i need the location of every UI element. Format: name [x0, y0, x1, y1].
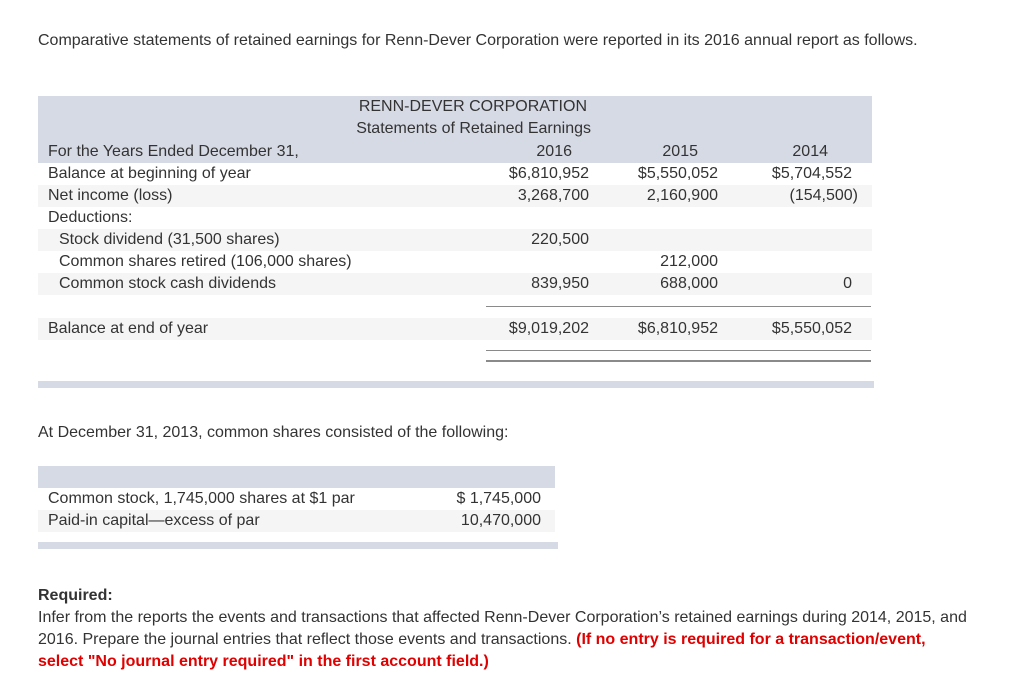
- cell-2015: 2,160,900: [646, 187, 718, 204]
- cell-2015: $5,550,052: [637, 165, 718, 182]
- row-label: Common stock cash dividends: [59, 275, 276, 292]
- table-row: Stock dividend (31,500 shares) 220,500: [38, 229, 872, 251]
- table-row: Deductions:: [38, 207, 872, 229]
- cell-2014: $5,550,052: [771, 320, 852, 337]
- statement-title: Statements of Retained Earnings: [356, 120, 591, 137]
- year-2014-header: 2014: [792, 143, 828, 160]
- ending-balance-section: Balance at end of year $9,019,202 $6,810…: [38, 318, 872, 340]
- cell-2015: $6,810,952: [637, 320, 718, 337]
- table-row: Common shares retired (106,000 shares) 2…: [38, 251, 872, 273]
- row-value: 10,470,000: [460, 512, 541, 529]
- shares-header: [38, 466, 555, 488]
- cell-2014: (154,500): [789, 187, 859, 204]
- row-label: Balance at end of year: [48, 320, 209, 337]
- cell-2016: $9,019,202: [508, 320, 589, 337]
- row-label: Common shares retired (106,000 shares): [59, 253, 352, 270]
- required-body: Infer from the reports the events and tr…: [38, 607, 968, 673]
- intro-paragraph: Comparative statements of retained earni…: [38, 32, 918, 49]
- row-value: $ 1,745,000: [456, 490, 541, 507]
- row-label: Paid-in capital—excess of par: [48, 512, 260, 529]
- ending-balance-row: Balance at end of year $9,019,202 $6,810…: [38, 318, 872, 340]
- year-2016-header: 2016: [536, 143, 572, 160]
- cell-2014: 0: [843, 275, 852, 292]
- cell-2016: 220,500: [531, 231, 589, 248]
- cell-2015: 212,000: [660, 253, 718, 270]
- year-2015-header: 2015: [662, 143, 698, 160]
- row-label: Deductions:: [48, 209, 133, 226]
- period-label: For the Years Ended December 31,: [48, 143, 299, 160]
- cell-2016: 3,268,700: [517, 187, 589, 204]
- row-label: Balance at beginning of year: [48, 165, 251, 182]
- company-name: RENN-DEVER CORPORATION: [358, 98, 587, 115]
- common-shares-table: Common stock, 1,745,000 shares at $1 par…: [38, 466, 555, 532]
- cell-2016: $6,810,952: [508, 165, 589, 182]
- row-label: Net income (loss): [48, 187, 173, 204]
- row-label: Common stock, 1,745,000 shares at $1 par: [48, 490, 355, 507]
- cell-2015: 688,000: [660, 275, 718, 292]
- double-rule-top: [486, 350, 871, 351]
- statement-footer-bar: [38, 381, 874, 388]
- double-rule-bottom: [486, 360, 871, 362]
- subtotal-rule: [486, 306, 871, 307]
- table-row: Net income (loss) 3,268,700 2,160,900 (1…: [38, 185, 872, 207]
- shares-intro: At December 31, 2013, common shares cons…: [38, 424, 509, 441]
- row-label: Stock dividend (31,500 shares): [59, 231, 280, 248]
- required-note: (If no entry is required for a transacti…: [38, 631, 926, 670]
- cell-2016: 839,950: [531, 275, 589, 292]
- table-row: Paid-in capital—excess of par 10,470,000: [38, 510, 555, 532]
- table-row: Common stock, 1,745,000 shares at $1 par…: [38, 488, 555, 510]
- table-row: Common stock cash dividends 839,950 688,…: [38, 273, 872, 295]
- required-title: Required:: [38, 587, 113, 604]
- required-section: Required: Infer from the reports the eve…: [38, 585, 968, 673]
- shares-footer-bar: [38, 542, 558, 549]
- cell-2014: $5,704,552: [771, 165, 852, 182]
- retained-earnings-statement: RENN-DEVER CORPORATION Statements of Ret…: [38, 96, 872, 295]
- table-row: Balance at beginning of year $6,810,952 …: [38, 163, 872, 185]
- required-text: Infer from the reports the events and tr…: [38, 609, 967, 648]
- statement-header: RENN-DEVER CORPORATION Statements of Ret…: [38, 96, 872, 163]
